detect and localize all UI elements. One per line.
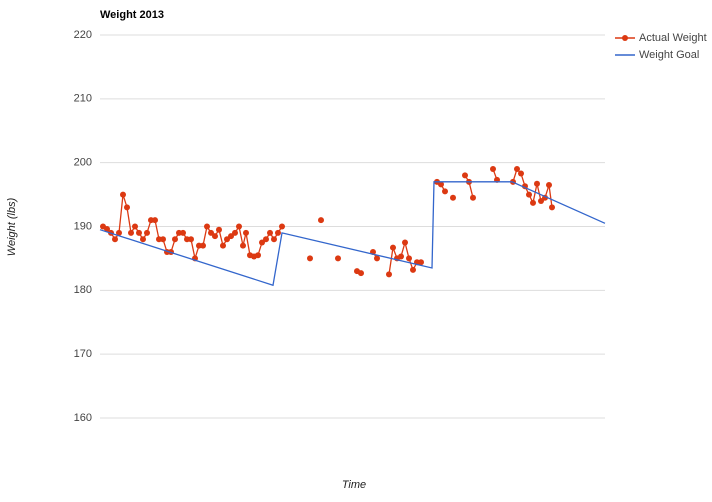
- data-point: [243, 229, 249, 236]
- data-point: [263, 236, 269, 243]
- data-point: [212, 233, 218, 240]
- data-point: [275, 229, 281, 236]
- x-axis-title: Time: [342, 479, 366, 491]
- data-point: [335, 255, 341, 262]
- data-point: [534, 180, 540, 187]
- y-tick-label: 160: [74, 412, 92, 424]
- data-point: [462, 172, 468, 179]
- data-point: [530, 199, 536, 206]
- data-point: [132, 223, 138, 230]
- data-point: [172, 236, 178, 243]
- data-point: [116, 229, 122, 236]
- series-line: [99, 181, 606, 287]
- data-point: [418, 259, 424, 266]
- data-point: [267, 229, 273, 236]
- data-point: [216, 226, 222, 233]
- y-tick-label: 170: [74, 348, 92, 360]
- data-point: [128, 229, 134, 236]
- data-point: [538, 197, 544, 204]
- data-point: [386, 271, 392, 278]
- data-point: [232, 229, 238, 236]
- data-point: [224, 236, 230, 243]
- data-point: [390, 244, 396, 251]
- data-point: [410, 266, 416, 273]
- data-point: [112, 236, 118, 243]
- data-point: [259, 239, 265, 246]
- data-point: [144, 229, 150, 236]
- data-point: [152, 217, 158, 224]
- data-point: [518, 170, 524, 177]
- data-point: [526, 191, 532, 198]
- data-point: [442, 188, 448, 195]
- data-point: [120, 191, 126, 198]
- y-tick-label: 180: [74, 284, 92, 296]
- data-point: [200, 242, 206, 249]
- data-point: [398, 253, 404, 260]
- data-point: [450, 194, 456, 201]
- data-point: [240, 242, 246, 249]
- legend-label: Weight Goal: [639, 49, 699, 61]
- y-tick-label: 220: [74, 29, 92, 41]
- data-point: [220, 242, 226, 249]
- data-point: [228, 233, 234, 240]
- data-point: [318, 217, 324, 224]
- data-point: [470, 194, 476, 201]
- data-point: [236, 223, 242, 230]
- data-point: [514, 166, 520, 173]
- y-axis-title: Weight (lbs): [6, 197, 18, 256]
- data-point: [374, 255, 380, 262]
- data-point: [271, 236, 277, 243]
- data-point: [136, 229, 142, 236]
- data-point: [255, 252, 261, 259]
- y-tick-label: 190: [74, 220, 92, 232]
- data-point: [140, 236, 146, 243]
- data-point: [402, 239, 408, 246]
- data-point: [307, 255, 313, 262]
- data-point: [208, 229, 214, 236]
- chart-title: Weight 2013: [100, 9, 164, 21]
- data-point: [546, 182, 552, 189]
- data-point: [188, 236, 194, 243]
- data-point: [204, 223, 210, 230]
- data-point: [104, 226, 110, 233]
- data-point: [406, 255, 412, 262]
- series-line: [102, 167, 553, 275]
- data-point: [279, 223, 285, 230]
- legend-label: Actual Weight: [639, 32, 707, 44]
- y-tick-label: 210: [74, 93, 92, 105]
- legend-marker: [622, 35, 628, 41]
- y-tick-label: 200: [74, 157, 92, 169]
- data-point: [160, 236, 166, 243]
- data-point: [549, 204, 555, 211]
- data-point: [358, 270, 364, 277]
- data-point: [180, 229, 186, 236]
- data-point: [490, 166, 496, 173]
- data-point: [124, 204, 130, 211]
- data-point: [438, 181, 444, 188]
